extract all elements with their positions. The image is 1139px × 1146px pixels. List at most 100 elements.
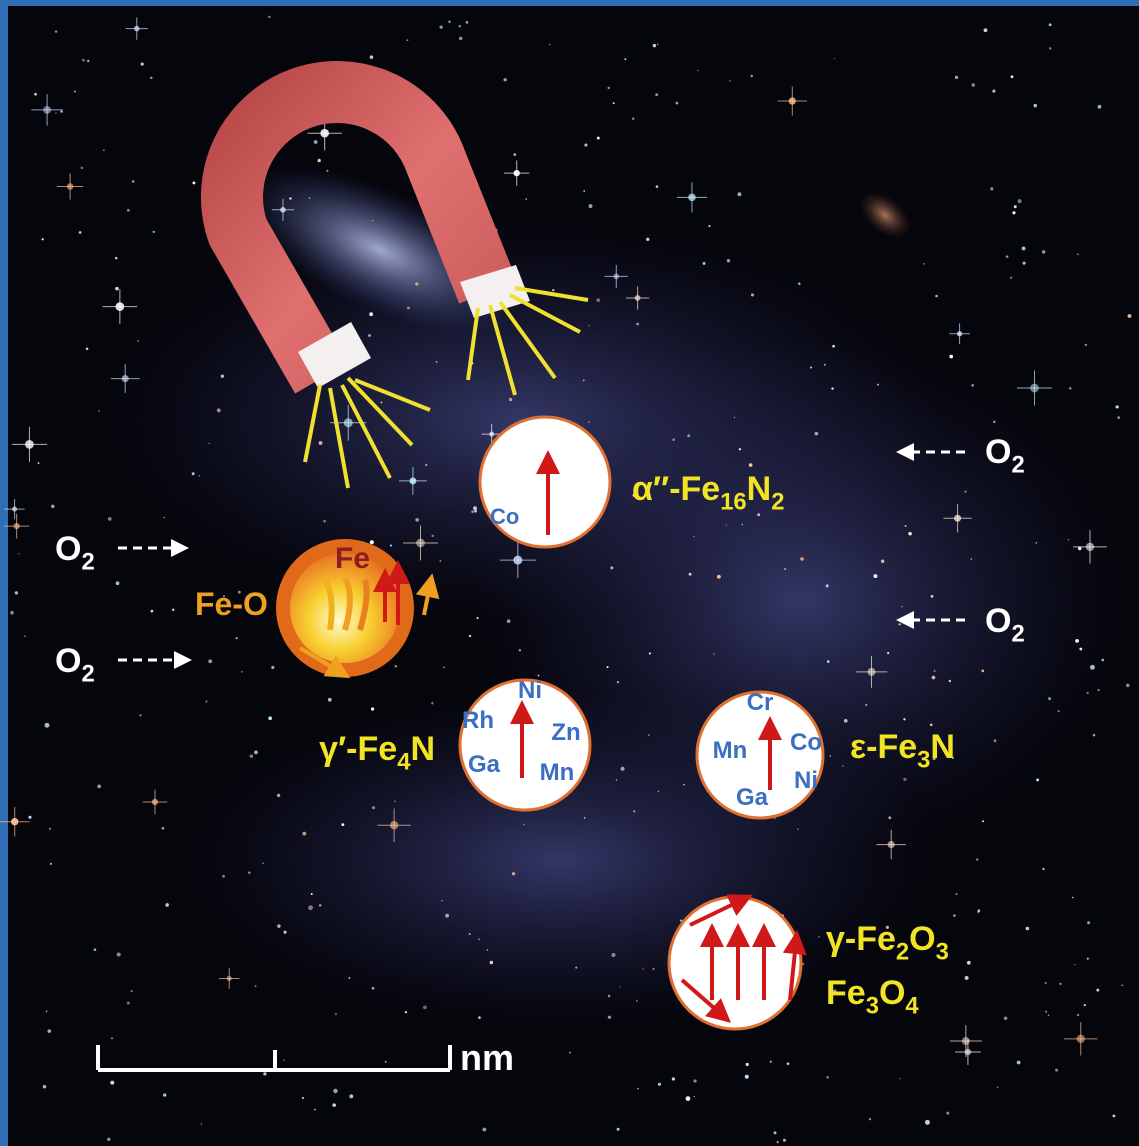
label: γ-Fe2O3 — [826, 920, 949, 966]
star — [222, 874, 226, 878]
star — [946, 1111, 950, 1115]
star — [725, 524, 728, 526]
star — [982, 820, 985, 823]
star — [503, 78, 507, 82]
star — [423, 1005, 427, 1010]
star — [596, 298, 601, 302]
star — [18, 553, 20, 555]
label-text: Ga — [736, 784, 769, 811]
star — [371, 806, 376, 810]
subscript: 2 — [771, 489, 784, 516]
subscript: 2 — [896, 939, 909, 966]
label: O2 — [985, 602, 1025, 648]
label-text: N — [747, 470, 772, 508]
star — [1005, 255, 1009, 258]
label-text: Fe — [826, 974, 866, 1012]
star — [949, 354, 954, 359]
star — [126, 208, 130, 212]
star — [1068, 387, 1072, 390]
star — [93, 948, 97, 952]
star — [887, 651, 890, 655]
star — [633, 810, 636, 813]
subscript: 2 — [81, 661, 94, 688]
star — [369, 312, 374, 317]
star — [584, 143, 588, 147]
star — [254, 985, 257, 988]
star — [708, 225, 711, 228]
star — [1077, 253, 1079, 256]
star — [1035, 542, 1038, 544]
subscript: 2 — [1011, 452, 1024, 479]
star — [198, 474, 201, 477]
star — [458, 36, 463, 41]
star — [745, 1062, 749, 1066]
subscript: 4 — [397, 749, 411, 776]
magnet-tips — [298, 265, 530, 388]
label-text: N — [930, 728, 955, 766]
star — [98, 410, 100, 412]
star — [349, 1094, 354, 1099]
scale-bar — [96, 1045, 452, 1072]
star — [513, 153, 517, 156]
star — [41, 238, 44, 241]
label: Ni — [794, 767, 818, 794]
label-text: O — [55, 642, 81, 680]
particle-fe16n2 — [478, 415, 612, 549]
subscript: 3 — [866, 993, 879, 1020]
star — [932, 757, 936, 761]
star — [826, 660, 830, 663]
label-text: α″-Fe — [632, 470, 720, 508]
star — [111, 1037, 113, 1040]
star — [508, 397, 513, 402]
label-text: Ni — [518, 677, 542, 704]
star — [44, 722, 50, 728]
label-text: Co — [490, 504, 519, 529]
star — [254, 750, 258, 755]
star — [369, 55, 374, 59]
star — [1112, 1114, 1116, 1118]
label: Fe-O — [195, 586, 268, 622]
star — [1047, 1014, 1050, 1017]
star — [1097, 689, 1100, 692]
star — [1075, 638, 1079, 643]
label: Mn — [540, 759, 575, 786]
star — [471, 510, 474, 513]
star — [139, 714, 142, 717]
star — [798, 282, 801, 285]
star — [964, 490, 967, 493]
star — [606, 666, 609, 669]
star — [301, 1096, 305, 1100]
star — [607, 994, 611, 998]
star — [693, 1079, 697, 1083]
star — [802, 962, 805, 966]
star — [583, 190, 586, 192]
star — [618, 986, 621, 988]
label: nm — [460, 1037, 514, 1078]
star — [48, 827, 52, 830]
star — [607, 1015, 612, 1019]
star — [384, 1060, 387, 1063]
star — [14, 591, 19, 595]
star — [970, 558, 972, 560]
star — [728, 80, 731, 82]
star — [748, 463, 753, 467]
star — [971, 384, 974, 387]
star — [137, 340, 139, 342]
star — [588, 204, 593, 209]
star — [1010, 276, 1013, 279]
star — [642, 968, 644, 970]
label: Fe3O4 — [826, 974, 919, 1020]
star — [394, 800, 396, 802]
star — [404, 1011, 407, 1014]
star — [332, 1103, 336, 1107]
star — [826, 1076, 829, 1079]
star — [1090, 664, 1095, 670]
star — [865, 703, 868, 706]
label: Ga — [468, 751, 501, 778]
label: α″-Fe16N2 — [632, 470, 784, 516]
star — [110, 1080, 115, 1085]
star — [448, 20, 451, 23]
star — [87, 59, 90, 63]
star — [348, 977, 351, 979]
star — [318, 441, 323, 445]
